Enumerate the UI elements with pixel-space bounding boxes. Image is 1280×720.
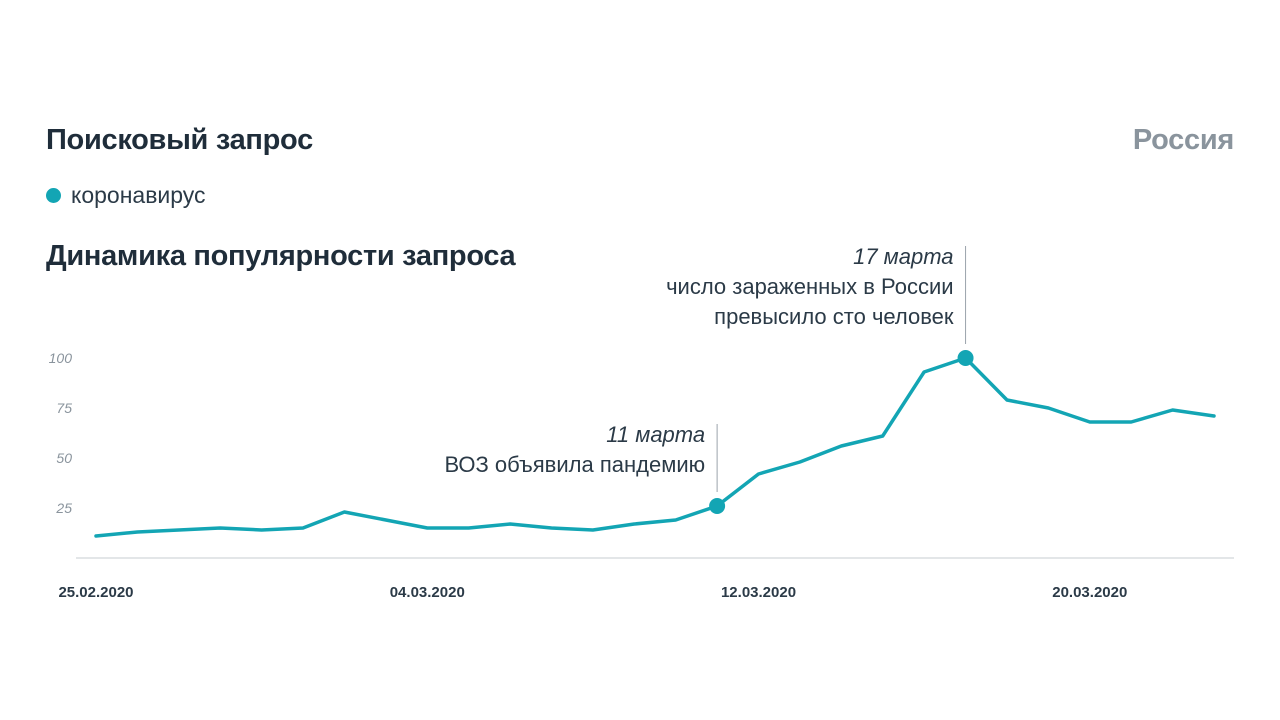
y-tick-label: 50 — [56, 450, 72, 466]
x-tick-label: 20.03.2020 — [1052, 584, 1127, 601]
region-label: Россия — [1132, 124, 1234, 156]
annotation-text: превысило сто человек — [714, 304, 954, 329]
annotation-text: ВОЗ объявила пандемию — [444, 452, 705, 477]
x-tick-label: 25.02.2020 — [58, 584, 133, 601]
series-line — [94, 356, 1216, 538]
annotation-date: 17 марта — [853, 244, 953, 269]
annotation-text: число зараженных в России — [666, 274, 953, 299]
annotation-point — [709, 498, 726, 514]
y-tick-label: 100 — [49, 350, 73, 366]
y-tick-label: 25 — [55, 500, 72, 516]
annotation-point — [957, 350, 974, 366]
y-tick-label: 75 — [56, 400, 72, 416]
x-tick-label: 12.03.2020 — [721, 584, 796, 601]
annotation-date: 11 марта — [606, 422, 705, 447]
legend-label: коронавирус — [71, 182, 206, 208]
query-title: Поисковый запрос — [46, 124, 313, 156]
legend: коронавирус — [46, 182, 206, 209]
x-tick-label: 04.03.2020 — [390, 584, 465, 601]
chart-title: Динамика популярности запроса — [46, 240, 516, 272]
legend-dot-icon — [46, 188, 61, 203]
